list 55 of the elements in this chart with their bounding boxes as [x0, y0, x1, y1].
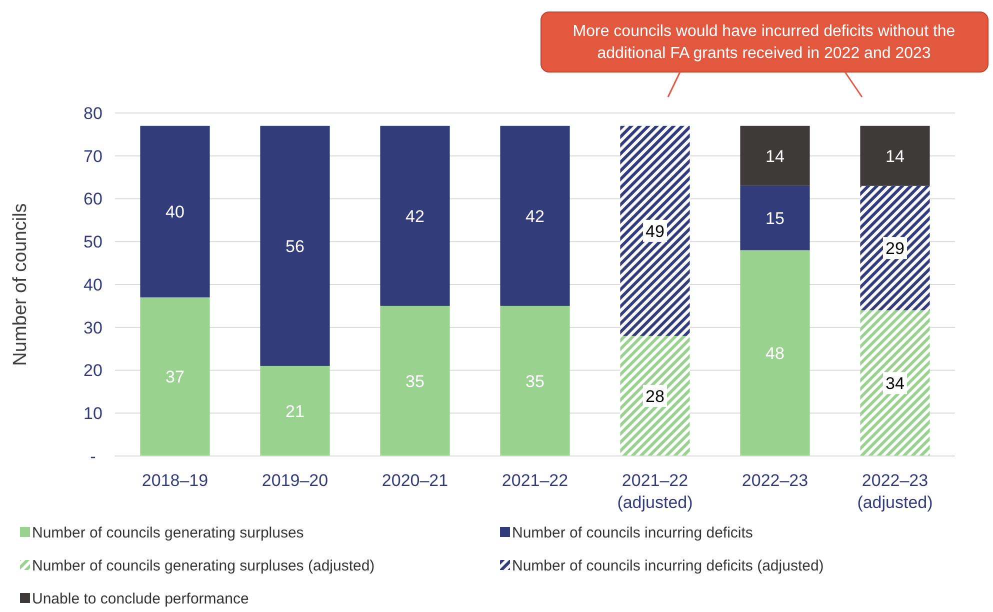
y-tick-label: 50	[84, 232, 102, 252]
data-label: 48	[766, 344, 784, 364]
y-tick-label: 30	[84, 318, 102, 338]
data-label: 14	[886, 146, 904, 166]
x-tick-label: 2022–23 (adjusted)	[857, 471, 933, 512]
y-tick-label: 70	[84, 146, 102, 166]
x-tick-label: 2021–22 (adjusted)	[617, 471, 693, 512]
x-tick-label: 2019–20	[262, 471, 328, 490]
x-tick-label: 2018–19	[142, 471, 208, 490]
x-tick-label: 2022–23	[742, 471, 808, 490]
data-label: 34	[886, 374, 904, 394]
y-tick-label: 40	[84, 275, 102, 294]
data-label: 42	[526, 206, 544, 226]
legend-label: Number of councils generating surpluses	[32, 524, 304, 542]
bar	[860, 126, 930, 186]
bar	[620, 336, 690, 456]
bar	[500, 126, 570, 306]
data-label: 40	[166, 202, 184, 222]
data-label: 37	[166, 368, 184, 387]
data-label: 29	[886, 239, 904, 258]
legend-label: Number of councils incurring deficits	[512, 524, 753, 542]
bar	[500, 306, 570, 456]
bar	[260, 366, 330, 456]
bar	[740, 126, 810, 186]
data-label: 21	[286, 402, 304, 421]
bar	[740, 186, 810, 250]
legend-label: Number of councils generating surpluses (adjusted)	[32, 557, 375, 574]
y-tick-label: 10	[84, 404, 102, 424]
bar	[140, 297, 210, 456]
data-label: 56	[286, 236, 304, 256]
bar	[380, 126, 450, 306]
bar	[740, 250, 810, 456]
legend-label: Number of councils incurring deficits (adjusted)	[512, 557, 824, 574]
text: More councils would have incurred deficits without the additional FA grants received in 2022 and 2023	[572, 23, 956, 62]
bar	[380, 306, 450, 456]
y-tick-label: 60	[84, 190, 102, 209]
y-axis-title: Number of councils	[10, 203, 31, 366]
y-tick-label: -	[90, 446, 96, 466]
bar	[260, 126, 330, 366]
x-tick-label: 2021–22	[502, 471, 568, 490]
bar	[140, 126, 210, 298]
bar	[860, 186, 930, 310]
x-tick-label: 2020–21	[382, 471, 448, 490]
data-label: 28	[646, 386, 664, 406]
data-label: 35	[526, 372, 544, 391]
data-label: 15	[766, 208, 784, 228]
y-tick-label: 80	[84, 104, 102, 123]
data-label: 14	[766, 146, 784, 166]
data-label: 49	[646, 222, 664, 241]
data-label: 42	[406, 206, 424, 226]
bar	[620, 126, 690, 336]
y-tick-label: 20	[84, 361, 102, 380]
data-label: 35	[406, 372, 424, 391]
legend-label: Unable to conclude performance	[32, 590, 249, 608]
bar	[860, 310, 930, 456]
